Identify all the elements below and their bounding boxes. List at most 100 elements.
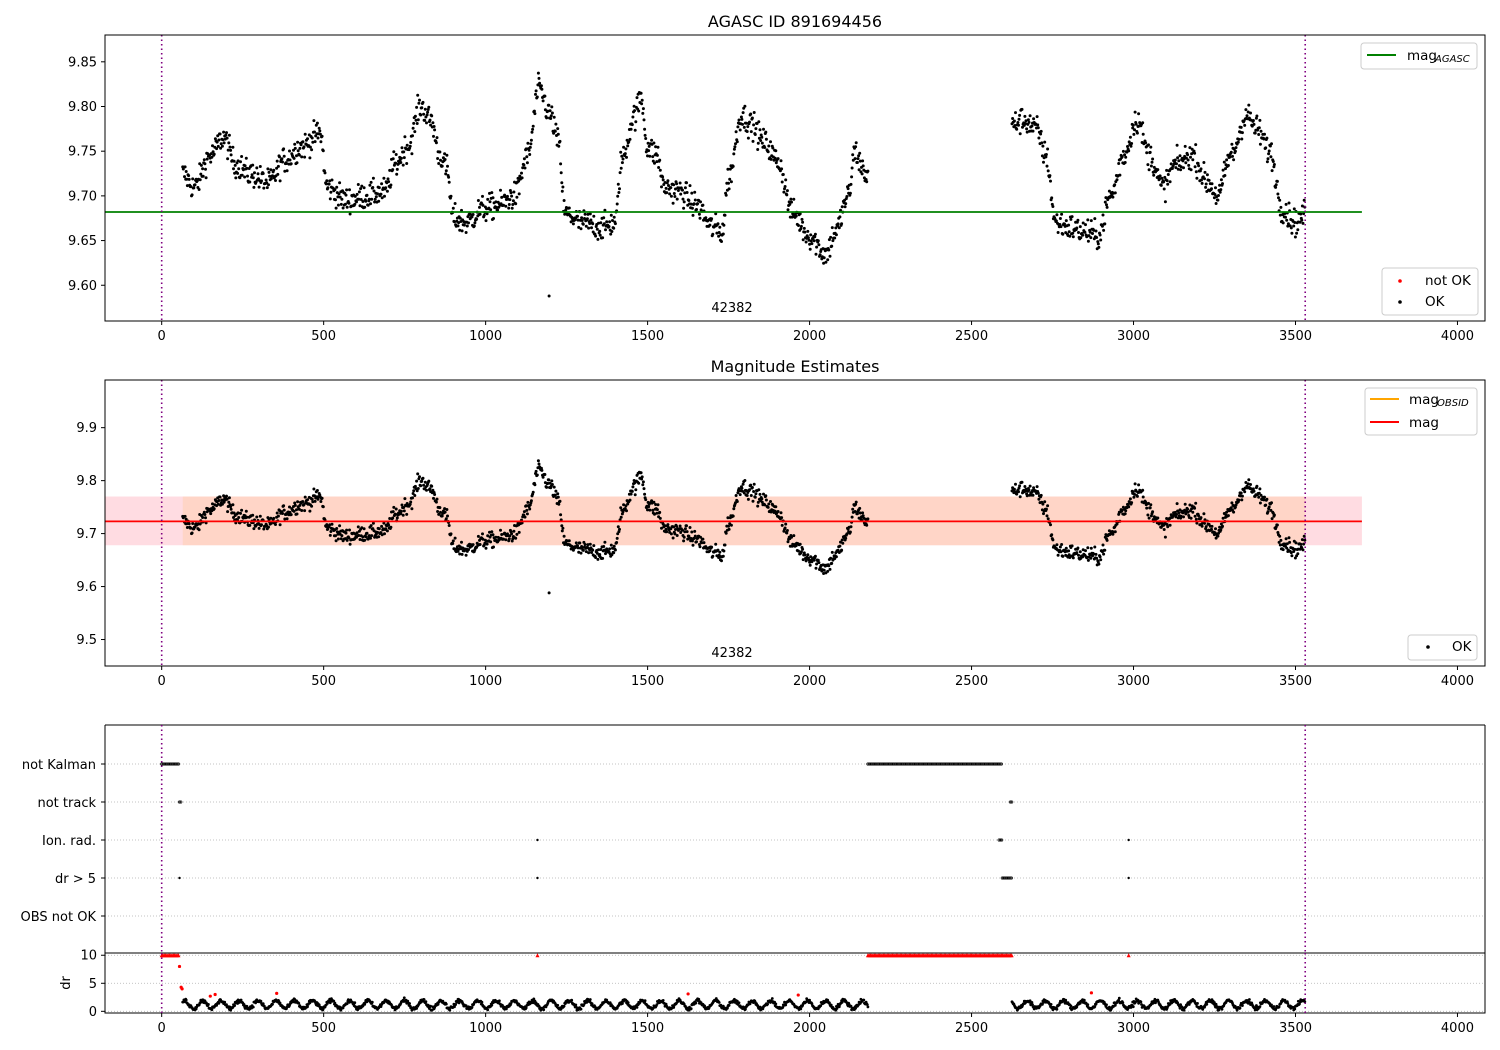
data-point xyxy=(1098,555,1102,559)
data-point xyxy=(557,502,561,506)
data-point xyxy=(1189,168,1193,172)
data-point xyxy=(425,113,429,117)
data-point xyxy=(1226,164,1230,167)
data-point xyxy=(609,232,613,236)
dr-point xyxy=(259,999,263,1003)
data-point xyxy=(1025,127,1029,131)
data-point xyxy=(543,473,547,476)
data-point xyxy=(251,513,255,517)
data-point xyxy=(488,191,491,195)
data-point xyxy=(756,141,760,145)
data-point xyxy=(854,502,858,506)
data-point xyxy=(749,112,753,116)
data-point xyxy=(697,212,701,216)
dr-point xyxy=(429,1004,432,1008)
data-point xyxy=(773,156,777,160)
data-point xyxy=(1162,528,1166,531)
data-point xyxy=(377,527,381,531)
data-point xyxy=(495,206,498,209)
data-point xyxy=(1272,513,1276,517)
data-point xyxy=(760,141,764,145)
data-point xyxy=(1045,164,1049,168)
data-point xyxy=(385,529,389,533)
data-point xyxy=(833,236,837,240)
data-point xyxy=(845,195,849,198)
data-point xyxy=(1179,514,1183,518)
data-point xyxy=(219,142,223,146)
dr-point xyxy=(444,1002,448,1006)
data-point xyxy=(595,551,599,555)
panel-magnitude-title: Magnitude Estimates xyxy=(711,357,880,376)
data-point xyxy=(536,459,540,463)
data-point xyxy=(1064,219,1068,223)
data-point xyxy=(1255,114,1259,118)
data-point xyxy=(1044,153,1048,156)
data-point xyxy=(702,541,706,545)
data-point xyxy=(1075,551,1079,555)
x-tick-label: 1500 xyxy=(631,674,664,689)
data-point xyxy=(428,487,432,491)
data-point xyxy=(660,526,663,530)
data-point xyxy=(822,256,826,260)
data-point xyxy=(238,176,242,180)
data-point xyxy=(840,222,844,226)
data-point xyxy=(232,159,236,163)
data-point xyxy=(231,145,235,149)
data-point xyxy=(185,522,189,526)
data-point xyxy=(1218,525,1222,529)
data-point xyxy=(1093,217,1097,221)
data-point xyxy=(809,233,813,237)
data-point xyxy=(525,512,529,516)
data-point xyxy=(834,226,838,230)
data-point xyxy=(534,469,538,473)
data-point xyxy=(402,509,406,513)
y-tick-label: 9.7 xyxy=(76,527,97,542)
data-point xyxy=(399,161,403,164)
data-point xyxy=(1183,502,1187,506)
data-point xyxy=(1193,514,1197,518)
data-point xyxy=(1219,528,1223,532)
data-point xyxy=(229,505,233,509)
data-point xyxy=(269,516,273,520)
data-point xyxy=(229,507,233,511)
data-point xyxy=(1302,534,1306,538)
data-point xyxy=(581,222,585,226)
data-point xyxy=(1295,231,1299,235)
data-point xyxy=(252,185,256,189)
data-point xyxy=(1259,493,1263,497)
data-point xyxy=(767,502,771,506)
data-point xyxy=(1294,541,1298,545)
data-point xyxy=(834,555,838,559)
dr-point xyxy=(426,1003,430,1007)
dr-point xyxy=(297,1001,301,1005)
data-point xyxy=(780,167,784,171)
data-point xyxy=(685,181,688,185)
data-point xyxy=(1292,224,1296,228)
data-point xyxy=(1028,484,1032,488)
data-point xyxy=(369,180,373,184)
data-point xyxy=(1067,230,1071,234)
data-point xyxy=(492,217,495,220)
data-point xyxy=(1137,112,1141,116)
data-point xyxy=(439,158,442,162)
data-point xyxy=(517,179,521,183)
data-point xyxy=(540,468,544,472)
data-point xyxy=(830,561,834,565)
data-point xyxy=(422,112,426,116)
dr-point xyxy=(345,1002,349,1005)
data-point xyxy=(1056,553,1060,557)
data-point xyxy=(762,492,765,496)
dr-point xyxy=(1030,1001,1034,1004)
data-point xyxy=(853,157,857,161)
data-point xyxy=(714,212,718,216)
data-point xyxy=(209,512,213,516)
data-point xyxy=(267,183,270,187)
data-point xyxy=(1303,538,1307,542)
flag-point xyxy=(177,800,182,804)
data-point xyxy=(478,212,482,216)
data-point xyxy=(1035,115,1039,119)
data-point xyxy=(737,118,741,122)
data-point xyxy=(1163,200,1167,204)
dr-point xyxy=(408,1002,411,1005)
